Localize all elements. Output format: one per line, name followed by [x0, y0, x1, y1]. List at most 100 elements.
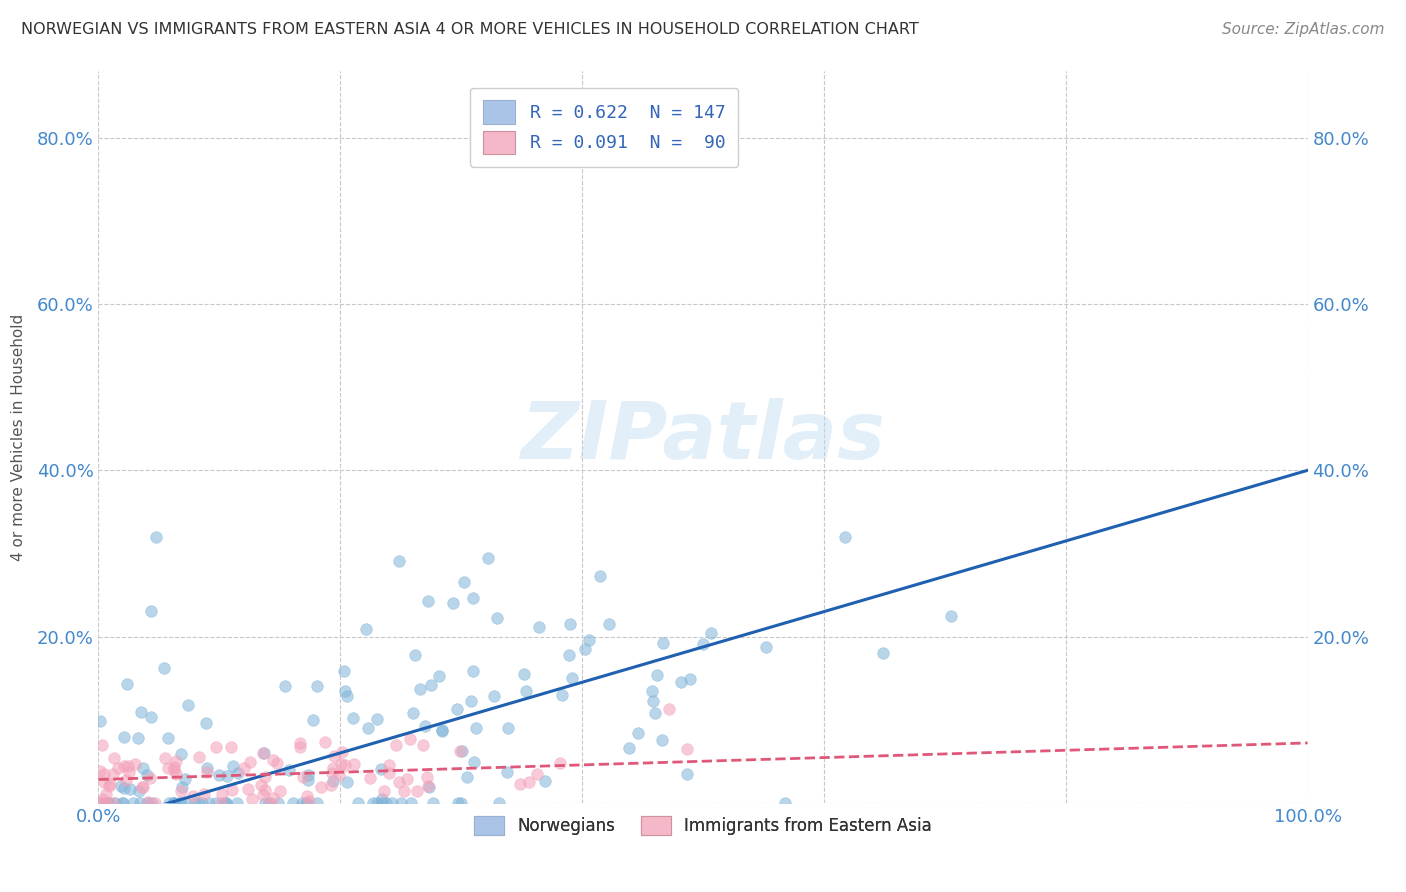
Point: [314, 735, 336, 749]
Point: [291, 796, 314, 810]
Point: [163, 760, 186, 774]
Point: [98, 796, 121, 810]
Point: [418, 780, 440, 794]
Point: [388, 554, 411, 568]
Point: [329, 756, 352, 771]
Point: [378, 765, 401, 780]
Point: [399, 731, 422, 746]
Point: [104, 796, 127, 810]
Point: [359, 771, 381, 785]
Point: [617, 740, 640, 755]
Point: [170, 747, 193, 761]
Point: [598, 617, 620, 632]
Point: [283, 796, 305, 810]
Point: [165, 754, 187, 768]
Point: [371, 796, 394, 810]
Point: [170, 796, 193, 810]
Point: [419, 677, 441, 691]
Point: [297, 794, 319, 808]
Point: [94, 787, 117, 801]
Point: [456, 770, 478, 784]
Point: [143, 796, 166, 810]
Point: [534, 773, 557, 788]
Point: [292, 770, 315, 784]
Point: [187, 796, 209, 810]
Point: [408, 682, 430, 697]
Point: [561, 671, 583, 685]
Point: [165, 767, 187, 781]
Point: [93, 775, 115, 789]
Point: [463, 665, 485, 679]
Point: [574, 642, 596, 657]
Point: [370, 762, 392, 776]
Point: [328, 768, 350, 782]
Point: [333, 684, 356, 698]
Point: [132, 780, 155, 794]
Point: [389, 796, 412, 810]
Point: [215, 769, 238, 783]
Point: [266, 756, 288, 770]
Point: [195, 761, 218, 775]
Point: [112, 759, 135, 773]
Point: [122, 796, 145, 810]
Point: [139, 771, 162, 785]
Point: [191, 796, 214, 810]
Point: [103, 750, 125, 764]
Point: [323, 749, 346, 764]
Point: [373, 783, 395, 797]
Point: [692, 637, 714, 651]
Point: [422, 796, 444, 810]
Point: [124, 757, 146, 772]
Point: [112, 781, 135, 796]
Point: [222, 759, 245, 773]
Point: [342, 711, 364, 725]
Point: [183, 796, 205, 810]
Point: [669, 674, 692, 689]
Point: [463, 755, 485, 769]
Point: [112, 730, 135, 744]
Point: [486, 611, 509, 625]
Point: [427, 669, 450, 683]
Point: [89, 796, 111, 810]
Point: [127, 731, 149, 745]
Point: [415, 770, 437, 784]
Point: [215, 796, 238, 810]
Point: [378, 758, 401, 772]
Point: [89, 764, 111, 779]
Point: [132, 761, 155, 775]
Point: [233, 761, 256, 775]
Point: [322, 761, 344, 775]
Point: [482, 689, 505, 703]
Point: [90, 738, 112, 752]
Point: [322, 773, 344, 788]
Point: [449, 744, 471, 758]
Text: NORWEGIAN VS IMMIGRANTS FROM EASTERN ASIA 4 OR MORE VEHICLES IN HOUSEHOLD CORREL: NORWEGIAN VS IMMIGRANTS FROM EASTERN ASI…: [21, 22, 920, 37]
Point: [496, 721, 519, 735]
Point: [111, 796, 134, 810]
Point: [336, 689, 359, 703]
Text: ZIPatlas: ZIPatlas: [520, 398, 886, 476]
Point: [515, 684, 537, 698]
Point: [589, 569, 612, 583]
Point: [259, 796, 281, 810]
Point: [107, 761, 129, 775]
Legend: Norwegians, Immigrants from Eastern Asia: Norwegians, Immigrants from Eastern Asia: [468, 809, 938, 842]
Point: [450, 796, 472, 810]
Point: [269, 784, 291, 798]
Point: [488, 796, 510, 810]
Point: [115, 677, 138, 691]
Point: [267, 796, 290, 810]
Point: [94, 796, 117, 810]
Point: [91, 792, 114, 806]
Point: [257, 796, 280, 810]
Point: [239, 755, 262, 769]
Point: [297, 772, 319, 787]
Point: [262, 791, 284, 805]
Point: [249, 778, 271, 792]
Point: [385, 739, 408, 753]
Point: [211, 787, 233, 801]
Point: [294, 796, 316, 810]
Point: [141, 709, 163, 723]
Point: [381, 796, 404, 810]
Point: [205, 796, 228, 810]
